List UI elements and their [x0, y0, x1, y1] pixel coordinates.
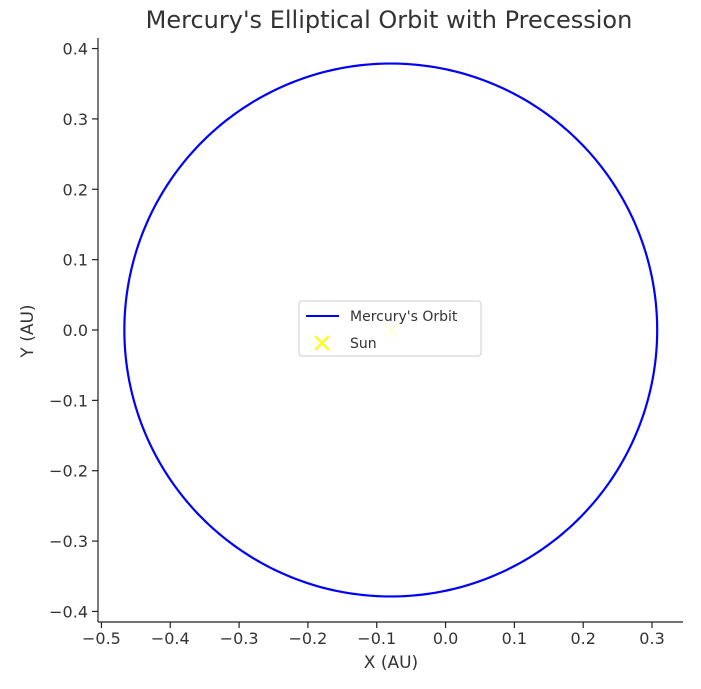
- y-tick-label: 0.0: [63, 321, 88, 340]
- legend-sun-swatch: [314, 335, 330, 351]
- x-tick-label: −0.1: [357, 629, 396, 648]
- orbit-line: [123, 62, 659, 598]
- x-axis-label: X (AU): [364, 653, 418, 673]
- y-tick-label: −0.4: [49, 602, 88, 621]
- y-tick-label: −0.2: [49, 462, 88, 481]
- legend-orbit-label: Mercury's Orbit: [350, 309, 458, 325]
- legend: Mercury's Orbit Sun: [298, 300, 482, 357]
- y-tick-label: 0.3: [63, 110, 88, 129]
- x-tick-label: 0.0: [433, 629, 458, 648]
- y-axis-ticks: 0.4 0.3 0.2 0.1 0.0 −0.1 −0.2 −0.3 −0.4: [49, 40, 98, 621]
- y-tick-label: 0.1: [63, 251, 88, 270]
- legend-box: [298, 300, 482, 357]
- x-tick-label: 0.3: [639, 629, 664, 648]
- x-tick-label: 0.1: [502, 629, 527, 648]
- x-tick-label: −0.5: [82, 629, 121, 648]
- x-tick-label: 0.2: [570, 629, 595, 648]
- y-tick-label: 0.4: [63, 40, 88, 59]
- y-tick-label: −0.1: [49, 391, 88, 410]
- y-axis-label: Y (AU): [18, 304, 38, 358]
- legend-sun-swatch-stroke: [314, 335, 330, 351]
- x-tick-label: −0.3: [220, 629, 259, 648]
- x-tick-label: −0.4: [151, 629, 190, 648]
- x-tick-label: −0.2: [288, 629, 327, 648]
- y-tick-label: −0.3: [49, 532, 88, 551]
- x-axis-ticks: −0.5 −0.4 −0.3 −0.2 −0.1 0.0 0.1 0.2 0.3: [82, 622, 665, 648]
- chart-title: Mercury's Elliptical Orbit with Precessi…: [146, 6, 633, 34]
- legend-sun-label: Sun: [350, 336, 377, 352]
- y-tick-label: 0.2: [63, 180, 88, 199]
